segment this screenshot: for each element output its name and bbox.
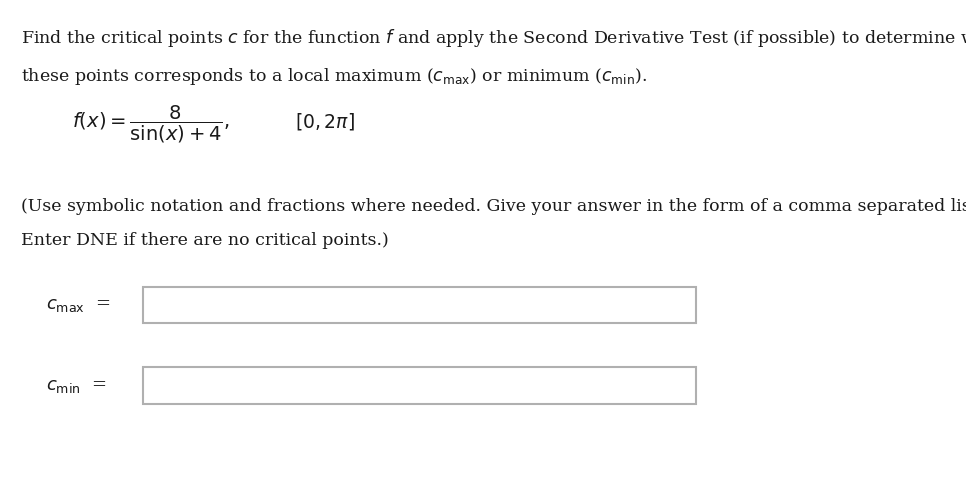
FancyBboxPatch shape [143, 286, 696, 323]
Text: $c_{\mathrm{max}}$  =: $c_{\mathrm{max}}$ = [46, 296, 111, 314]
Text: Find the critical points $c$ for the function $f$ and apply the Second Derivativ: Find the critical points $c$ for the fun… [21, 27, 966, 49]
Text: $f(x) = \dfrac{8}{\sin(x)+4},$: $f(x) = \dfrac{8}{\sin(x)+4},$ [72, 104, 230, 145]
Text: (Use symbolic notation and fractions where needed. Give your answer in the form : (Use symbolic notation and fractions whe… [21, 198, 966, 215]
FancyBboxPatch shape [143, 367, 696, 404]
Text: $[0, 2\pi]$: $[0, 2\pi]$ [295, 110, 355, 132]
Text: these points corresponds to a local maximum ($c_{\mathrm{max}}$) or minimum ($c_: these points corresponds to a local maxi… [21, 66, 647, 87]
Text: Enter DNE if there are no critical points.): Enter DNE if there are no critical point… [21, 232, 389, 249]
Text: $c_{\mathrm{min}}$  =: $c_{\mathrm{min}}$ = [46, 377, 107, 394]
